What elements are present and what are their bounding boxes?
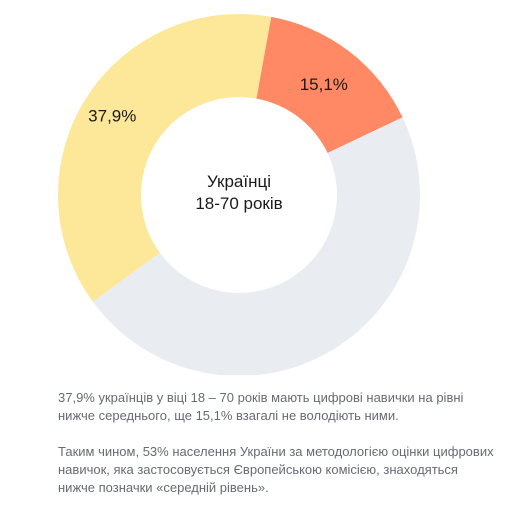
donut-slice-2 (256, 16, 403, 153)
donut-chart: 37,9% 15,1% Українці 18-70 років (57, 14, 420, 375)
donut-chart-svg: 37,9% 15,1% (57, 14, 420, 375)
center-label-subtitle: 18-70 років (195, 194, 283, 213)
caption-paragraph-1: 37,9% українців у віці 18 – 70 років маю… (58, 390, 464, 423)
donut-slice-3 (92, 117, 420, 375)
slice-label-1: 37,9% (88, 107, 136, 126)
donut-slice-1 (57, 14, 272, 302)
center-label-title: Українці (206, 172, 271, 191)
slice-label-2: 15,1% (300, 75, 348, 94)
caption-paragraph-2: Таким чином, 53% населення України за ме… (58, 444, 494, 495)
